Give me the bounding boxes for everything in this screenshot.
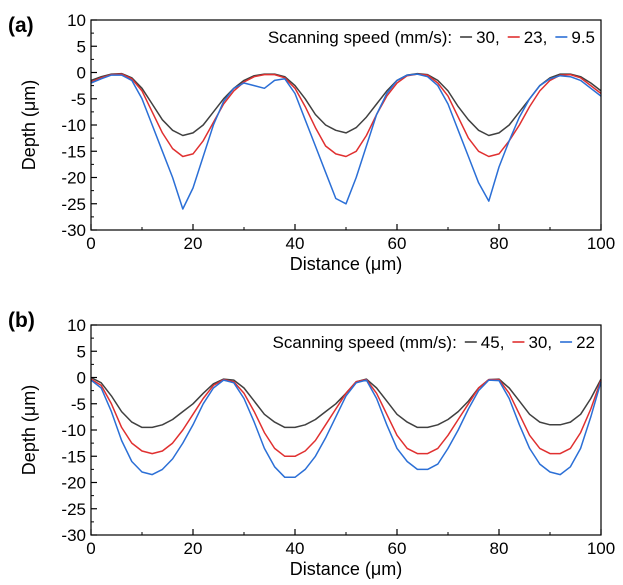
y-tick-label: -15 xyxy=(61,447,86,466)
legend-label-45: 45, xyxy=(481,333,505,352)
x-tick-label: 0 xyxy=(86,539,95,558)
x-tick-label: 20 xyxy=(184,539,203,558)
legend-label-30: 30, xyxy=(476,28,500,47)
y-tick-label: -25 xyxy=(61,195,86,214)
y-axis-title: Depth (μm) xyxy=(19,385,39,475)
y-tick-label: -30 xyxy=(61,526,86,545)
y-tick-label: 10 xyxy=(67,316,86,335)
series-line-30 xyxy=(90,378,602,458)
legend-title: Scanning speed (mm/s): xyxy=(273,333,457,352)
y-tick-label: -20 xyxy=(61,474,86,493)
x-tick-label: 20 xyxy=(184,234,203,253)
x-tick-label: 100 xyxy=(587,234,615,253)
y-tick-label: 10 xyxy=(67,11,86,30)
x-tick-label: 80 xyxy=(490,539,509,558)
legend: 22 30, 45, Scanning speed (mm/s): xyxy=(273,333,595,352)
y-tick-label: -10 xyxy=(61,421,86,440)
legend-label-30: 30, xyxy=(528,333,552,352)
x-tick-label: 60 xyxy=(388,234,407,253)
x-tick-label: 80 xyxy=(490,234,509,253)
x-tick-label: 0 xyxy=(86,234,95,253)
y-tick-label: -10 xyxy=(61,116,86,135)
x-axis-title: Distance (μm) xyxy=(290,254,402,274)
y-tick-label: -5 xyxy=(71,90,86,109)
x-tick-label: 60 xyxy=(388,539,407,558)
series-line-45 xyxy=(90,376,602,429)
legend: 9.5 23, 30, Scanning speed (mm/s): xyxy=(268,28,595,47)
y-tick-label: -25 xyxy=(61,500,86,519)
series-line-23 xyxy=(90,73,602,158)
y-tick-label: -20 xyxy=(61,169,86,188)
legend-label-9.5: 9.5 xyxy=(571,28,595,47)
legend-title: Scanning speed (mm/s): xyxy=(268,28,452,47)
y-tick-label: 5 xyxy=(77,342,86,361)
x-tick-label: 40 xyxy=(286,234,305,253)
y-tick-label: -5 xyxy=(71,395,86,414)
x-tick-label: 40 xyxy=(286,539,305,558)
x-axis-title: Distance (μm) xyxy=(290,559,402,579)
y-tick-label: 5 xyxy=(77,37,86,56)
panel-label: (b) xyxy=(8,309,35,332)
series-line-30 xyxy=(90,72,602,137)
y-axis-title: Depth (μm) xyxy=(19,80,39,170)
y-tick-label: 0 xyxy=(77,369,86,388)
y-tick-label: 0 xyxy=(77,64,86,83)
legend-label-22: 22 xyxy=(576,333,595,352)
plot-frame xyxy=(90,324,602,536)
x-tick-label: 100 xyxy=(587,539,615,558)
legend-label-23: 23, xyxy=(524,28,548,47)
series-line-22 xyxy=(90,379,602,479)
series-line-9.5 xyxy=(90,73,602,210)
panel-label: (a) xyxy=(8,14,34,37)
y-tick-label: -30 xyxy=(61,221,86,240)
y-tick-label: -15 xyxy=(61,142,86,161)
